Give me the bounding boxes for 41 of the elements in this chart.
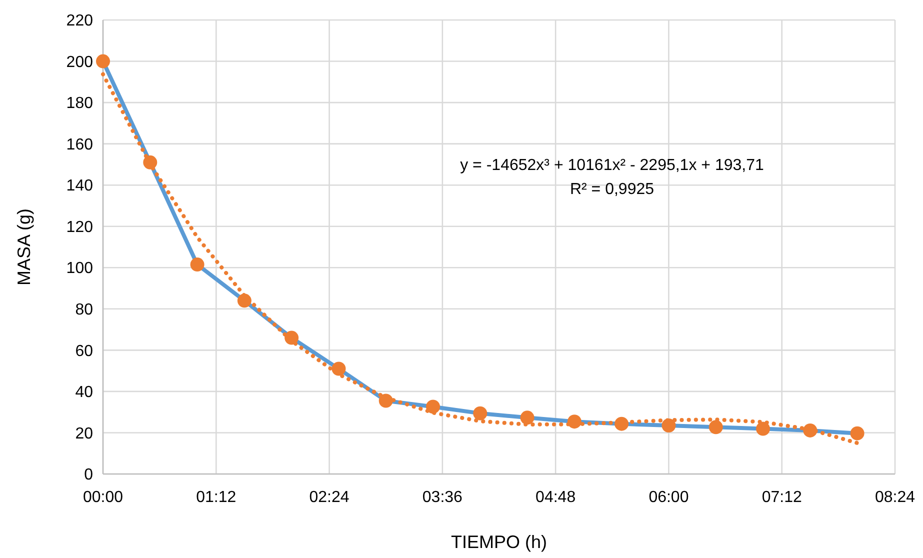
point: [332, 362, 346, 376]
point: [190, 258, 204, 272]
y-axis-title: MASA (g): [14, 208, 34, 286]
point: [284, 330, 299, 345]
y-tick-label: 20: [75, 425, 94, 442]
y-tick-label: 200: [66, 54, 94, 71]
x-axis-title: TIEMPO (h): [450, 532, 548, 552]
y-tick-label: 180: [66, 95, 94, 112]
point: [803, 423, 818, 438]
x-tick-label: 04:48: [536, 489, 576, 506]
annotation: y = -14652x³ + 10161x² - 2295,1x + 193,71: [460, 157, 764, 174]
point: [662, 418, 676, 433]
point: [850, 426, 864, 440]
x-tick-label: 06:00: [648, 489, 689, 506]
point: [426, 400, 440, 414]
x-tick-label: 01:12: [196, 489, 236, 506]
y-tick-label: 40: [75, 384, 94, 402]
annotation: R² = 0,9925: [570, 181, 654, 198]
point: [708, 420, 723, 434]
point: [756, 422, 770, 436]
x-tick-label: 03:36: [422, 489, 463, 506]
y-tick-label: 0: [84, 466, 94, 484]
y-tick-label: 120: [66, 218, 94, 236]
point: [237, 294, 252, 308]
x-tick-label: 02:24: [309, 489, 350, 506]
point: [378, 394, 393, 408]
point: [473, 406, 488, 420]
y-tick-label: 80: [75, 302, 94, 319]
point: [96, 54, 110, 68]
x-tick-label: 08:24: [874, 489, 916, 506]
point: [567, 414, 582, 429]
x-tick-label: 07:12: [762, 489, 802, 506]
point: [614, 416, 629, 431]
y-tick-label: 100: [66, 260, 94, 278]
x-tick-label: 00:00: [82, 489, 124, 506]
y-tick-label: 160: [66, 136, 94, 154]
y-tick-label: 220: [66, 12, 94, 30]
point: [520, 410, 534, 425]
y-tick-label: 140: [66, 178, 94, 195]
point: [143, 155, 158, 170]
y-tick-label: 60: [75, 342, 94, 360]
